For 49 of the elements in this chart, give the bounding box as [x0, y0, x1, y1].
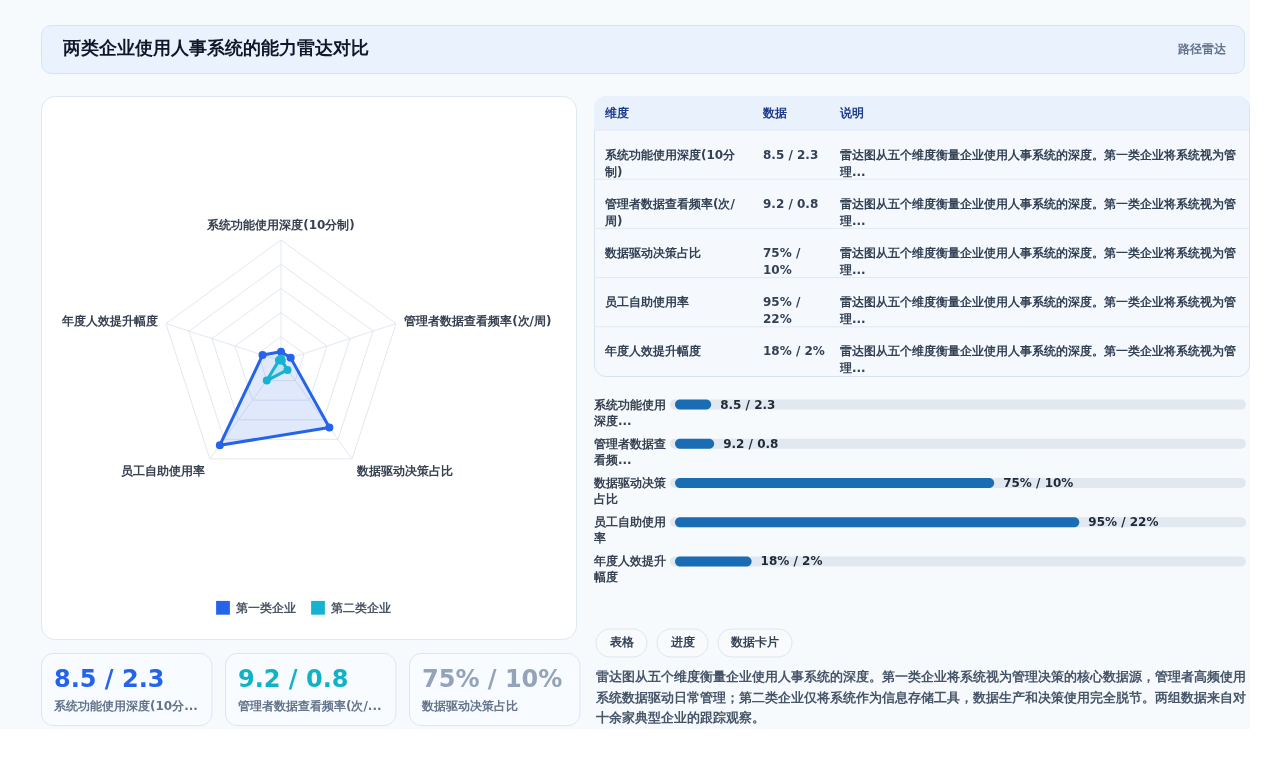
y-tick-label: 员工自助使用率 — [593, 515, 666, 546]
category-label: 系统功能使用深度(10分... — [53, 699, 198, 713]
category-label: 管理者数据查看频率(次/周) — [604, 196, 736, 228]
bar — [675, 438, 715, 449]
category-label: 数据卡片 — [730, 635, 779, 649]
category-label: 员工自助使用率 — [605, 295, 689, 310]
category-label: 管理者数据查看频率(次/... — [237, 699, 382, 713]
y-tick-label: 管理者数据查看频... — [593, 436, 666, 467]
bar — [675, 556, 752, 567]
text: 75% / 10% — [763, 246, 801, 277]
legend-label: 第一类企业 — [234, 600, 296, 615]
text: 95% / 22% — [763, 295, 801, 327]
data-label: 9.2 / 0.8 — [723, 436, 779, 451]
category-label: 进度 — [669, 635, 695, 649]
text: 8.5 / 2.3 — [763, 147, 819, 162]
data-label: 8.5 / 2.3 — [720, 397, 776, 412]
y-tick-label: 系统功能使用深度... — [593, 397, 666, 428]
spoke-label: 员工自助使用率 — [120, 463, 205, 478]
category-label: 数据驱动决策占比 — [421, 699, 518, 713]
spoke-label: 系统功能使用深度(10分制) — [206, 217, 355, 232]
text: 雷达图从五个维度衡量企业使用人事系统的深度。第一类企业将系统视为管理... — [839, 344, 1236, 376]
spoke-label: 年度人效提升幅度 — [60, 313, 158, 328]
text: 雷达图从五个维度衡量企业使用人事系统的深度。第一类企业将系统视为管理... — [839, 246, 1236, 277]
text: 雷达图从五个维度衡量企业使用人事系统的深度。第一类企业将系统视为管理决策的核心数据源，管理者高频使用系统数据驱动日常管理；第二类企业仅将系统作为信息存储工具，数据生产和决策使用完全脱节。两组数据来自对十余家典型企业的跟踪观察。 — [595, 669, 1246, 725]
spoke-label: 数据驱动决策占比 — [356, 463, 454, 478]
legend-label: 第二类企业 — [329, 600, 391, 615]
data-label: 75% / 10% — [1003, 476, 1074, 490]
text: 9.2 / 0.8 — [763, 196, 819, 211]
text: 两类企业使用人事系统的能力雷达对比 — [62, 37, 369, 58]
text: 雷达图从五个维度衡量企业使用人事系统的深度。第一类企业将系统视为管理... — [839, 295, 1236, 327]
text: 雷达图从五个维度衡量企业使用人事系统的深度。第一类企业将系统视为管理... — [839, 147, 1236, 179]
text: 雷达图从五个维度衡量企业使用人事系统的深度。第一类企业将系统视为管理... — [839, 196, 1236, 228]
category-label: 表格 — [608, 635, 635, 649]
y-tick-label: 年度人效提升幅度 — [593, 554, 666, 585]
text: 8.5 / 2.3 — [54, 665, 165, 693]
text: 75% / 10% — [422, 665, 563, 693]
y-tick-label: 数据驱动决策占比 — [593, 476, 667, 506]
data-label: 95% / 22% — [1088, 515, 1159, 530]
category-label: 年度人效提升幅度 — [604, 344, 701, 359]
category-label: 系统功能使用深度(10分制) — [604, 147, 737, 179]
text: 路径雷达 — [1177, 42, 1227, 56]
category-label: 数据驱动决策占比 — [604, 246, 701, 260]
text: 数据 — [762, 106, 787, 120]
text: 18% / 2% — [763, 344, 825, 359]
spoke-label: 管理者数据查看频率(次/周) — [403, 313, 552, 328]
text: 9.2 / 0.8 — [238, 665, 349, 693]
data-label: 18% / 2% — [760, 554, 823, 569]
text: 说明 — [839, 106, 864, 120]
text: 维度 — [604, 106, 629, 120]
